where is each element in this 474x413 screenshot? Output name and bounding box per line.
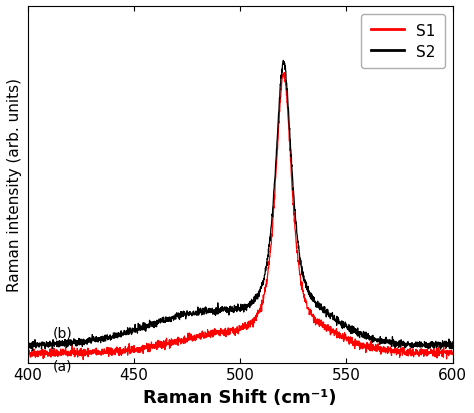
- Line: S2: S2: [27, 61, 453, 351]
- S2: [25, 344, 30, 349]
- S1: [450, 352, 456, 357]
- S1: [46, 351, 52, 356]
- S1: [438, 351, 444, 356]
- Line: S1: S1: [27, 74, 453, 360]
- S2: [231, 303, 237, 308]
- S1: [438, 350, 443, 355]
- S2: [281, 59, 286, 64]
- S2: [220, 309, 226, 314]
- S1: [220, 328, 226, 333]
- S2: [30, 348, 36, 353]
- Text: (b): (b): [53, 326, 73, 340]
- S2: [450, 342, 456, 347]
- S2: [360, 334, 365, 339]
- S1: [231, 330, 237, 335]
- S2: [438, 347, 444, 352]
- Legend: S1, S2: S1, S2: [361, 14, 445, 69]
- X-axis label: Raman Shift (cm⁻¹): Raman Shift (cm⁻¹): [143, 388, 337, 406]
- Text: (a): (a): [53, 358, 73, 373]
- S2: [438, 344, 443, 349]
- S1: [282, 71, 287, 76]
- S1: [81, 357, 86, 362]
- Y-axis label: Raman intensity (arb. units): Raman intensity (arb. units): [7, 78, 22, 292]
- S2: [46, 340, 52, 345]
- S1: [25, 350, 30, 355]
- S1: [360, 347, 365, 351]
